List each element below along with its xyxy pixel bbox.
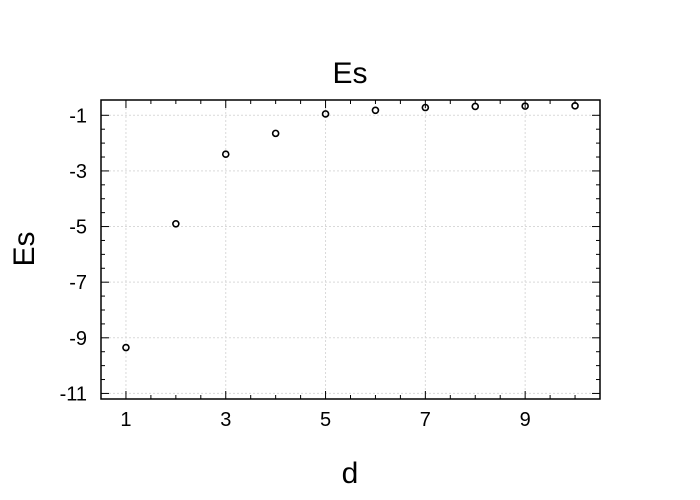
data-point xyxy=(122,343,130,352)
data-points xyxy=(122,102,579,352)
data-point xyxy=(221,150,230,159)
y-tick-label: -9 xyxy=(69,328,87,350)
x-tick-label: 5 xyxy=(320,409,331,431)
data-point xyxy=(471,102,480,111)
chart-title: Es xyxy=(332,57,367,90)
y-tick-label: -3 xyxy=(69,161,87,183)
data-point xyxy=(271,129,280,138)
y-tick-label: -5 xyxy=(69,217,87,239)
data-point xyxy=(571,102,579,110)
y-tick-label: -1 xyxy=(69,105,87,127)
data-point xyxy=(521,102,529,110)
grid-lines xyxy=(101,100,600,399)
data-point xyxy=(321,110,330,118)
tick-labels: 1 3 5 7 9 -1 -3 -5 -7 -9 -11 xyxy=(60,105,531,431)
y-tick-label: -7 xyxy=(69,272,87,294)
x-tick-label: 9 xyxy=(520,409,531,431)
data-point xyxy=(421,103,430,112)
x-axis-label: d xyxy=(342,457,359,490)
x-tick-label: 1 xyxy=(120,409,131,431)
x-tick-label: 3 xyxy=(220,409,231,431)
data-point xyxy=(172,219,180,228)
y-tick-label: -11 xyxy=(60,383,87,405)
x-tick-label: 7 xyxy=(420,409,431,431)
data-point xyxy=(371,106,380,115)
y-axis-label: Es xyxy=(8,231,41,266)
